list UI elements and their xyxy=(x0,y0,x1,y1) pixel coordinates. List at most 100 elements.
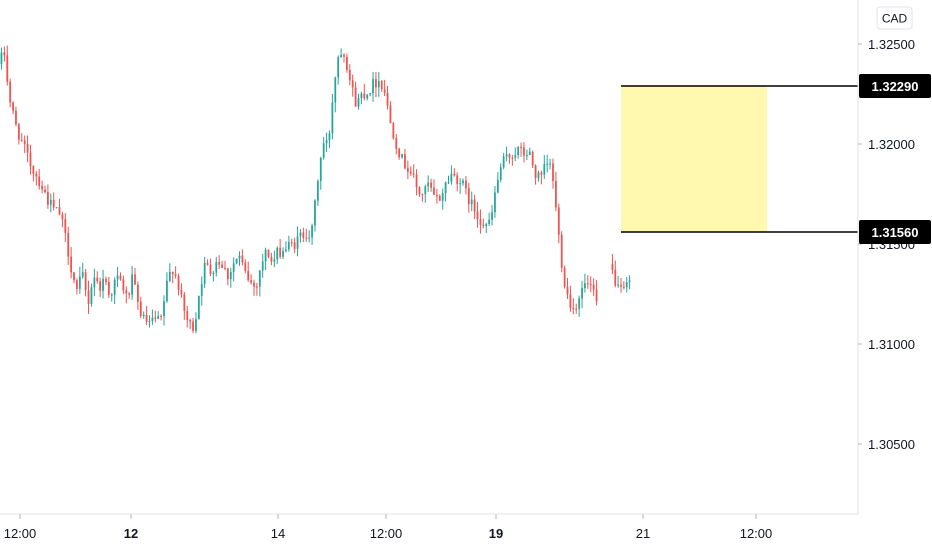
candle-body xyxy=(319,157,322,182)
candle-body xyxy=(52,199,55,208)
candle xyxy=(308,230,311,243)
candle-body xyxy=(499,167,502,180)
price-tag: 1.32290 xyxy=(859,74,931,98)
candle-body xyxy=(296,236,299,249)
candle-body xyxy=(592,284,595,290)
candle xyxy=(528,147,531,156)
candle xyxy=(107,276,110,298)
candle xyxy=(546,154,549,173)
candle-body xyxy=(418,187,421,195)
candle xyxy=(514,147,517,162)
candle-body xyxy=(226,268,229,280)
candle-body xyxy=(534,165,537,179)
candle-body xyxy=(467,188,470,205)
candle xyxy=(276,246,279,264)
candle-body xyxy=(435,194,438,197)
candle xyxy=(23,135,26,154)
candle-body xyxy=(221,264,223,268)
candle-body xyxy=(540,172,543,175)
candle xyxy=(444,181,447,202)
candle-body xyxy=(450,173,453,182)
candle-body xyxy=(58,207,61,215)
candle xyxy=(589,276,592,293)
candle-body xyxy=(514,155,517,158)
candle-body xyxy=(102,278,104,291)
candle-body xyxy=(465,180,467,189)
candle-body xyxy=(557,207,560,235)
zone-rect xyxy=(621,86,767,232)
candle xyxy=(377,72,380,97)
candle-body xyxy=(628,280,631,283)
candle xyxy=(380,80,383,93)
candle-body xyxy=(398,148,401,158)
candle-body xyxy=(293,242,296,249)
candle-body xyxy=(560,234,563,268)
candle-body xyxy=(232,263,235,272)
candle-body xyxy=(389,105,392,124)
candle-body xyxy=(479,219,482,225)
candle xyxy=(433,179,435,195)
candle xyxy=(549,158,552,170)
x-tick-label: 21 xyxy=(636,526,650,541)
candle-body xyxy=(203,262,206,285)
candle-body xyxy=(180,289,183,295)
candle xyxy=(406,160,409,180)
candle-body xyxy=(168,271,171,281)
candle-body xyxy=(412,173,415,175)
candle-body xyxy=(128,293,131,295)
candle xyxy=(296,226,299,257)
candle xyxy=(192,317,194,334)
candle xyxy=(369,92,372,97)
candle xyxy=(209,258,212,277)
candle xyxy=(26,135,29,163)
candle xyxy=(540,170,543,185)
candle xyxy=(232,257,235,282)
candle-body xyxy=(166,280,168,302)
candle xyxy=(148,315,151,328)
candle xyxy=(563,265,566,289)
candle xyxy=(508,153,511,164)
candle xyxy=(537,170,540,182)
candle xyxy=(78,266,81,294)
candle xyxy=(620,278,622,293)
candle xyxy=(38,168,41,190)
candle xyxy=(200,276,203,306)
candle-body xyxy=(67,232,70,257)
candle-body xyxy=(494,192,496,213)
currency-badge[interactable]: CAD xyxy=(876,6,913,30)
candle xyxy=(99,277,102,298)
candle-body xyxy=(107,282,110,296)
candle-body xyxy=(136,284,139,302)
candle xyxy=(238,251,241,266)
candle-body xyxy=(116,275,119,280)
candle xyxy=(366,94,369,101)
candle xyxy=(151,309,154,325)
candle xyxy=(401,153,403,159)
candle-body xyxy=(433,187,435,195)
candle-body xyxy=(90,287,93,305)
candle-body xyxy=(427,182,430,187)
candle-body xyxy=(287,242,290,250)
candle xyxy=(136,281,139,310)
candle xyxy=(20,133,23,142)
candle-body xyxy=(241,255,244,263)
candle xyxy=(617,276,620,288)
candle-body xyxy=(6,55,9,82)
candle-body xyxy=(496,179,499,193)
candle xyxy=(502,152,505,170)
candle-body xyxy=(325,140,328,144)
price-tag-label: 1.32290 xyxy=(872,79,919,94)
candle-body xyxy=(343,54,345,57)
candle-body xyxy=(415,174,418,188)
candle xyxy=(534,164,537,185)
candle-body xyxy=(41,186,43,190)
candle xyxy=(525,149,528,160)
candle xyxy=(611,254,614,275)
price-tag-box xyxy=(859,220,931,244)
candle xyxy=(470,191,473,212)
candle-body xyxy=(44,189,46,193)
candle-body xyxy=(345,56,348,70)
candle xyxy=(224,260,226,271)
candle xyxy=(447,175,450,185)
